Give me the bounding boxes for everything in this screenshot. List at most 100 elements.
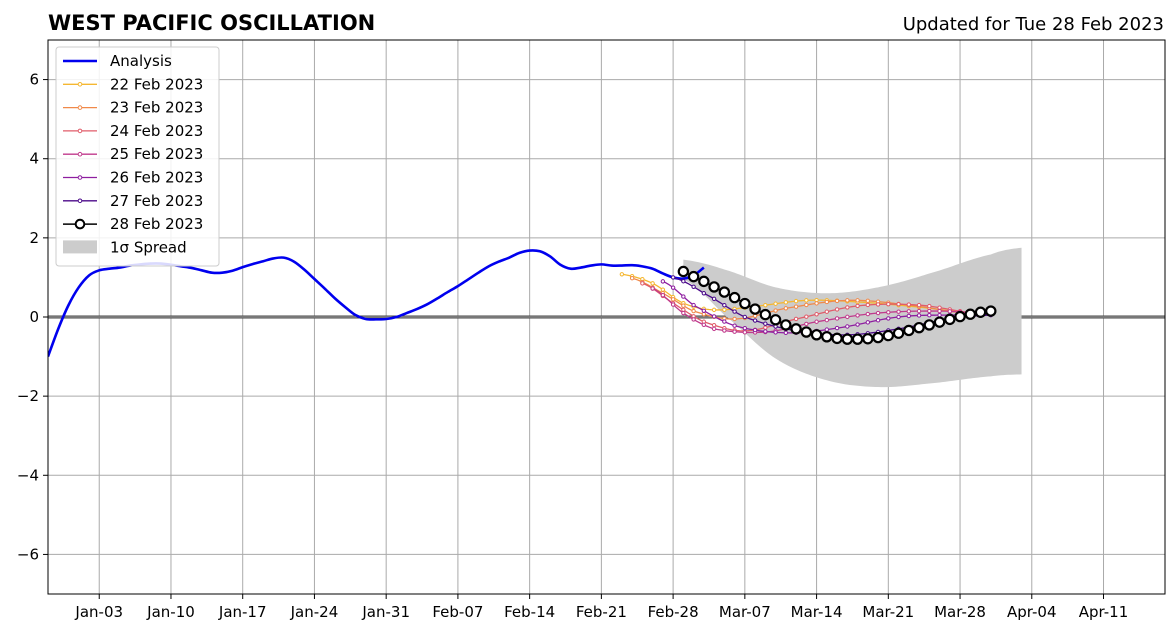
chart-title: WEST PACIFIC OSCILLATION [48,11,375,35]
main-forecast-point [677,265,690,278]
main-forecast-point [913,321,925,334]
forecast-point [865,311,871,317]
legend-handle-marker [77,175,83,180]
main-forecast-point [708,281,720,293]
forecast-point [752,327,758,333]
legend-label: 27 Feb 2023 [110,192,203,210]
main-forecast-point [759,308,772,321]
forecast-point [691,308,696,314]
legend: Analysis 22 Feb 2023 23 Feb 2023 24 Feb 202… [55,46,220,267]
forecast-point [845,314,850,320]
legend-handle-marker [77,105,83,110]
forecast-point [691,284,696,290]
forecast-point [681,303,686,308]
forecast-point [906,313,912,319]
x-tick-label: Mar-21 [862,603,914,621]
forecast-point [660,287,666,292]
forecast-point [834,307,840,312]
main-forecast-point [954,310,966,323]
main-forecast-point [739,297,751,310]
main-forecast-point [964,308,976,320]
forecast-point [804,298,809,303]
x-tick-label: Feb-14 [504,603,555,621]
forecast-point [804,321,809,327]
y-tick-label: −2 [17,387,39,405]
data-layer [48,247,1022,388]
x-tick-label: Apr-11 [1079,603,1129,621]
x-tick-label: Feb-28 [648,603,699,621]
y-tick-label: 6 [29,71,39,89]
main-forecast-point [728,291,741,304]
legend-label: Analysis [110,52,172,70]
x-tick-label: Mar-28 [934,603,986,621]
forecast-point [906,309,912,314]
forecast-point [886,301,891,307]
legend-entry: 28 Feb 2023 [63,215,203,233]
forecast-point [865,298,871,304]
forecast-point [845,298,850,303]
forecast-point [927,313,932,318]
legend-entry: 25 Feb 2023 [63,145,203,163]
main-forecast-point [862,333,874,345]
legend-label: 25 Feb 2023 [110,145,203,163]
forecast-point [793,298,799,304]
forecast-point [660,292,666,298]
legend-entry: 27 Feb 2023 [63,192,203,210]
forecast-point [916,302,922,308]
forecast-line [652,287,991,334]
forecast-point [711,296,717,302]
forecast-point [875,302,881,307]
main-forecast-point [923,319,936,331]
forecast-point [855,303,860,309]
legend-label: 23 Feb 2023 [110,99,203,117]
main-forecast-point [872,331,884,344]
main-forecast-point [769,314,782,326]
forecast-point [650,286,655,291]
legend-label: 28 Feb 2023 [110,215,203,233]
forecast-point [670,297,676,302]
forecast-point [732,323,737,328]
main-forecast-point [903,324,915,337]
forecast-point [660,279,666,284]
y-tick-label: −6 [17,545,39,563]
forecast-point [670,302,676,307]
forecast-point [927,303,932,309]
forecast-point [824,299,830,305]
x-tick-label: Jan-17 [218,603,267,621]
legend-handle-spread [63,240,97,254]
main-forecast-point [698,275,710,288]
forecast-point [916,313,922,318]
forecast-point [650,281,655,286]
forecast-point [865,320,871,325]
main-forecast-series [677,265,997,345]
forecast-point [937,312,942,318]
forecast-point [855,322,860,327]
forecast-point [804,314,809,319]
forecast-point [896,314,901,320]
main-forecast-point [831,332,843,345]
forecast-point [783,306,789,311]
y-tick-label: −4 [17,466,39,484]
main-forecast-point [944,313,956,326]
forecast-point [722,307,727,312]
forecast-point [886,316,891,321]
forecast-point [937,305,942,310]
y-tick-label: 4 [29,150,39,168]
legend-entry: Analysis [63,52,172,70]
main-forecast-point [800,326,813,338]
forecast-point [824,317,830,323]
main-forecast-point [749,303,761,315]
legend-label: 26 Feb 2023 [110,169,203,187]
forecast-point [742,314,748,320]
spread-band [683,247,1022,388]
forecast-point [773,330,778,335]
forecast-point [732,309,737,314]
forecast-point [763,329,768,334]
forecast-point [875,310,881,316]
x-tick-label: Jan-31 [361,603,410,621]
x-tick-label: Jan-10 [146,603,195,621]
main-forecast-point [892,327,905,339]
forecast-point [691,317,696,322]
forecast-point [804,302,809,308]
